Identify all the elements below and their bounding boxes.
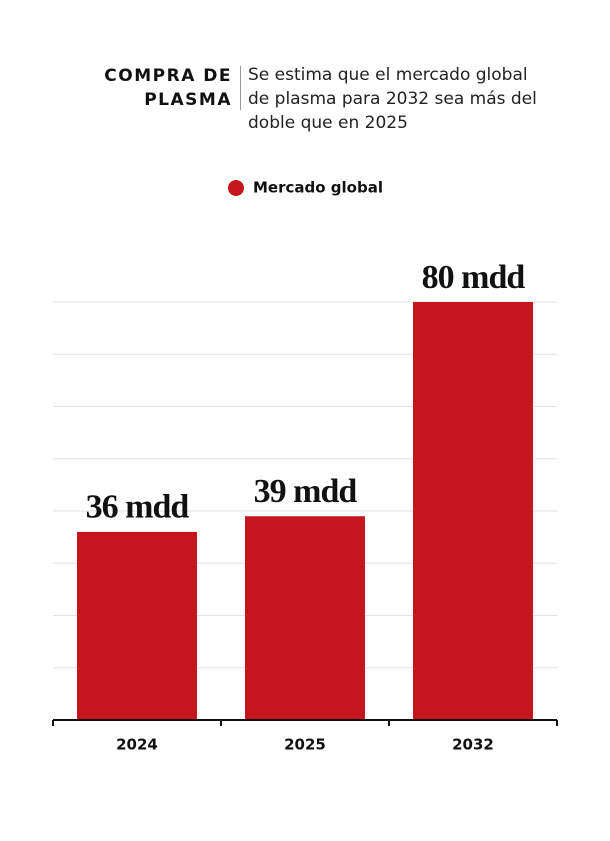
- x-tick-label: 2032: [452, 736, 494, 754]
- bar: [413, 302, 533, 720]
- bar: [77, 531, 197, 720]
- bar: [245, 516, 365, 720]
- x-tick-label: 2024: [116, 736, 158, 754]
- value-label: 80 mdd: [422, 259, 526, 296]
- value-label: 36 mdd: [86, 489, 190, 526]
- divider: [240, 66, 241, 110]
- legend-label: Mercado global: [253, 179, 383, 197]
- chart-title: COMPRA DE PLASMA: [104, 66, 232, 110]
- legend-marker: [228, 180, 244, 196]
- x-tick-label: 2025: [284, 736, 326, 754]
- value-label: 39 mdd: [254, 473, 358, 510]
- chart-subtitle: Se estima que el mercado global de plasm…: [248, 65, 537, 133]
